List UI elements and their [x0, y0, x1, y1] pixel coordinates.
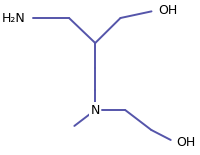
Text: OH: OH [158, 4, 177, 16]
Text: N: N [91, 104, 100, 117]
Text: OH: OH [177, 137, 196, 150]
Text: H₂N: H₂N [2, 11, 26, 24]
